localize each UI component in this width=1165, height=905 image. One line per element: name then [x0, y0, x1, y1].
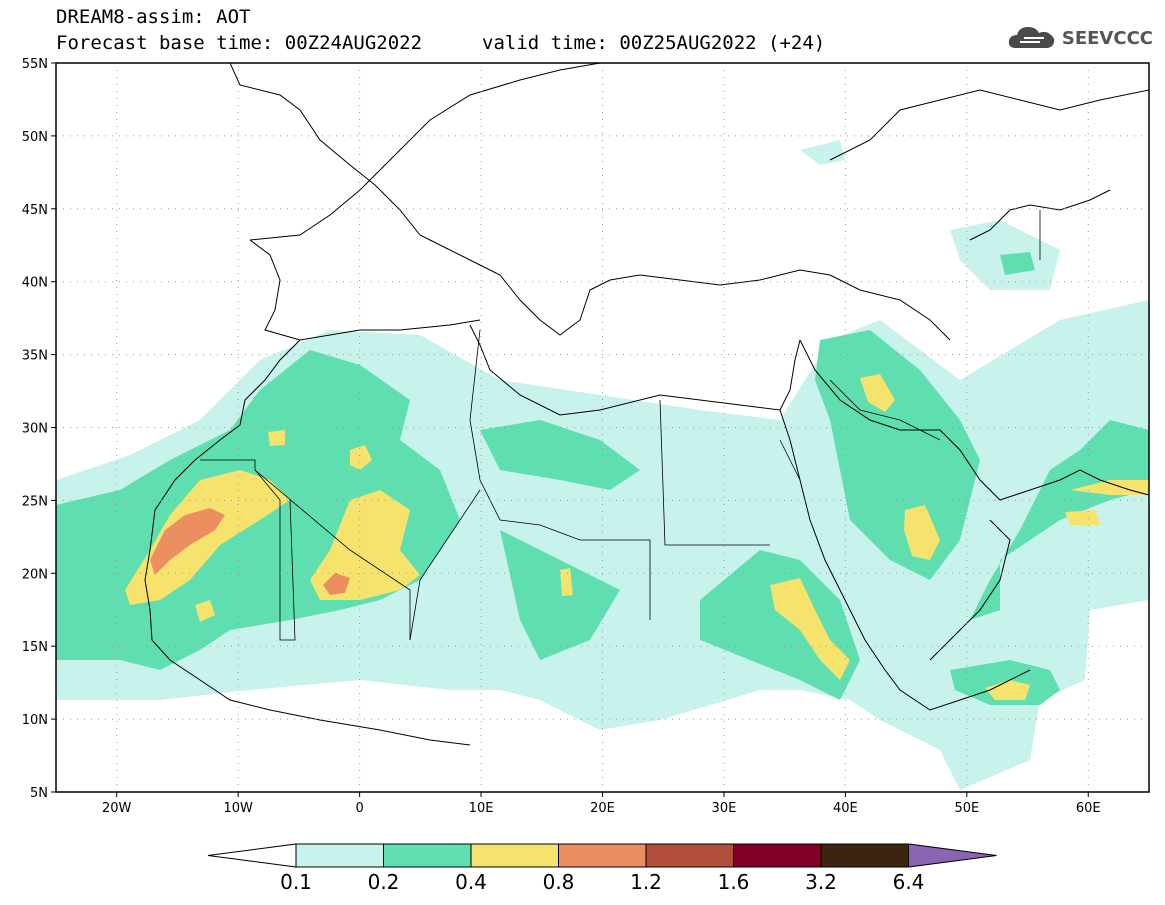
- lon-label: 40E: [833, 801, 858, 816]
- colorbar-swatch: [383, 843, 472, 868]
- colorbar: 0.1 0.2 0.4 0.8 1.2 1.6 3.2 6.4: [207, 843, 997, 894]
- lat-label: 35N: [22, 349, 48, 364]
- lat-label: 5N: [30, 786, 48, 801]
- lat-label: 50N: [22, 130, 48, 145]
- aot-band-0.8: [150, 508, 350, 595]
- lon-label: 20E: [590, 801, 615, 816]
- colorbar-label: 3.2: [805, 870, 837, 894]
- lon-label: 60E: [1076, 801, 1101, 816]
- lat-label: 25N: [22, 494, 48, 509]
- lon-label: 20W: [102, 801, 132, 816]
- aot-field: [56, 140, 1149, 790]
- grid-lines: [56, 63, 1149, 792]
- colorbar-swatch: [820, 843, 909, 868]
- lon-label: 30E: [712, 801, 737, 816]
- colorbar-swatch: [558, 843, 647, 868]
- colorbar-label: 1.6: [718, 870, 750, 894]
- colorbar-arrow-left: [207, 843, 297, 868]
- lat-label: 15N: [22, 640, 48, 655]
- colorbar-swatch: [733, 843, 822, 868]
- valid-time: valid time: 00Z25AUG2022 (+24): [482, 32, 826, 54]
- colorbar-label: 6.4: [893, 870, 925, 894]
- colorbar-label: 0.1: [280, 870, 312, 894]
- colorbar-arrow-right: [908, 843, 997, 868]
- base-time: Forecast base time: 00Z24AUG2022: [56, 32, 423, 54]
- latitude-labels: 55N 50N 45N 40N 35N 30N 25N 20N 15N 10N 5N: [22, 57, 56, 801]
- colorbar-label: 0.8: [543, 870, 575, 894]
- lat-label: 55N: [22, 57, 48, 72]
- logo-text: SEEVCCC: [1061, 27, 1153, 49]
- lon-label: 10W: [223, 801, 253, 816]
- lat-label: 20N: [22, 567, 48, 582]
- longitude-labels: 20W 10W 0 10E 20E 30E 40E 50E 60E: [102, 792, 1101, 816]
- forecast-times: Forecast base time: 00Z24AUG2022 valid ti…: [56, 32, 825, 54]
- colorbar-label: 0.2: [368, 870, 400, 894]
- aot-band-0.4: [125, 374, 1149, 700]
- lat-label: 30N: [22, 422, 48, 437]
- lon-label: 0: [355, 801, 363, 816]
- cloud-icon: [1008, 27, 1055, 48]
- colorbar-swatch: [470, 843, 559, 868]
- colorbar-label: 0.4: [455, 870, 487, 894]
- lat-label: 40N: [22, 276, 48, 291]
- lon-label: 50E: [954, 801, 979, 816]
- map-title: DREAM8-assim: AOT: [56, 6, 251, 28]
- lat-label: 10N: [22, 713, 48, 728]
- colorbar-swatch: [645, 843, 734, 868]
- seevccc-logo: SEEVCCC: [1006, 22, 1153, 54]
- colorbar-label: 1.2: [630, 870, 662, 894]
- lat-label: 45N: [22, 203, 48, 218]
- coastlines: [144, 63, 1149, 746]
- colorbar-swatch: [295, 843, 384, 868]
- lon-label: 10E: [469, 801, 494, 816]
